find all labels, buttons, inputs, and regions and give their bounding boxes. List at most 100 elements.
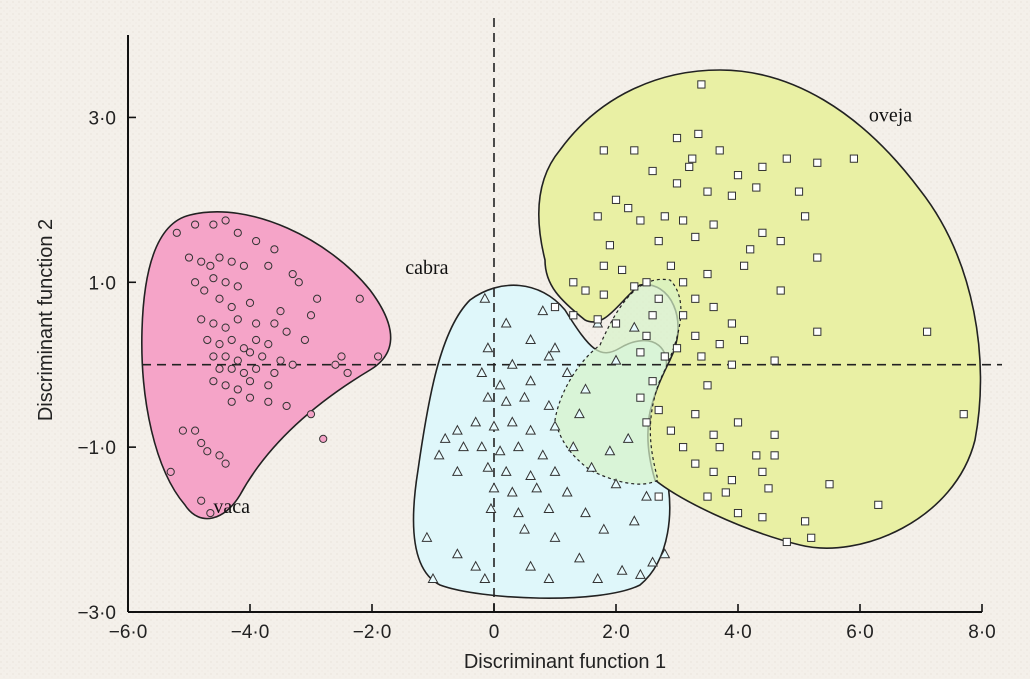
oveja-point: [636, 216, 645, 225]
oveja-point: [923, 327, 932, 336]
oveja-point: [813, 327, 822, 336]
vaca-point: [245, 348, 255, 357]
oveja-point: [727, 360, 736, 369]
x-tick-label: 0: [489, 622, 500, 643]
vaca-point: [270, 368, 279, 378]
oveja-point: [758, 513, 767, 522]
x-tick-label: −2·0: [353, 622, 392, 643]
cabra-point: [610, 478, 622, 489]
oveja-point: [782, 537, 791, 547]
cabra-point: [506, 486, 518, 497]
oveja-point: [807, 533, 816, 542]
oveja-point: [624, 204, 633, 213]
vaca-point: [197, 257, 206, 266]
cabra-point: [592, 572, 604, 584]
vaca-point: [197, 315, 206, 324]
group-label-vaca: vaca: [213, 496, 250, 518]
cabra-point: [482, 461, 494, 472]
oveja-point: [709, 467, 718, 476]
vaca-point: [221, 352, 230, 361]
cabra-point: [519, 391, 530, 402]
vaca-point: [245, 393, 255, 402]
cabra-point: [543, 350, 555, 361]
oveja-point: [636, 393, 645, 402]
vaca-point: [227, 257, 236, 266]
cabra-point: [519, 523, 530, 534]
vaca-point: [209, 377, 218, 386]
vaca-point: [300, 335, 309, 345]
cabra-point: [543, 572, 555, 584]
vaca-point: [288, 269, 297, 279]
cabra-point: [586, 461, 598, 472]
oveja-point: [770, 430, 779, 439]
cabra-point: [543, 399, 555, 410]
cabra-point: [567, 441, 579, 452]
vaca-point: [221, 216, 230, 225]
oveja-point: [733, 508, 743, 518]
oveja-point: [849, 154, 858, 163]
oveja-point: [654, 492, 663, 501]
cabra-point: [494, 379, 506, 390]
vaca-point: [306, 311, 316, 320]
vaca-point: [233, 282, 242, 291]
oveja-point: [715, 443, 724, 452]
vaca-point: [270, 245, 279, 254]
oveja-point: [569, 278, 578, 287]
cabra-point: [476, 441, 488, 452]
cabra-point: [451, 465, 463, 476]
cabra-point: [628, 321, 640, 332]
vaca-point: [252, 319, 261, 328]
oveja-point: [740, 261, 749, 270]
cabra-point: [512, 507, 524, 518]
oveja-point: [666, 426, 675, 435]
vaca-point: [227, 364, 236, 373]
vaca-point: [184, 253, 194, 262]
y-axis-label: Discriminant function 2: [35, 219, 57, 421]
vaca-point: [233, 315, 242, 324]
oveja-point: [697, 352, 706, 361]
oveja-point: [599, 146, 608, 155]
vaca-point: [233, 356, 242, 365]
vaca-point: [221, 323, 230, 332]
oveja-point: [697, 80, 706, 89]
cabra-point: [580, 383, 591, 394]
oveja-point: [752, 183, 761, 192]
oveja-point: [648, 311, 657, 320]
vaca-point: [166, 467, 175, 476]
vaca-point: [264, 340, 273, 349]
x-tick-label: 6·0: [846, 622, 873, 643]
vaca-points: [166, 216, 383, 518]
vaca-point: [191, 278, 200, 287]
cabra-point: [610, 354, 622, 365]
oveja-point: [703, 269, 712, 279]
cabra-point: [479, 292, 491, 303]
y-tick-label: 1·0: [89, 273, 116, 294]
vaca-point: [172, 228, 181, 237]
oveja-point: [654, 236, 663, 246]
cabra-point: [659, 548, 671, 559]
cabra-point: [604, 445, 616, 456]
oveja-point: [874, 500, 883, 509]
oveja-point: [691, 331, 700, 340]
cabra-point: [549, 465, 561, 476]
cabra-point: [561, 366, 573, 377]
data-points: [166, 80, 968, 584]
vaca-point: [252, 335, 261, 345]
axes: −6·0 −4·0 −2·0 0 2·0 4·0 6·0 8·0 3·0 1·0 −1·0 −3·0: [77, 35, 996, 643]
vaca-point: [191, 220, 200, 229]
oveja-point: [776, 286, 785, 295]
oveja-point: [691, 410, 700, 419]
cabra-point: [525, 560, 537, 571]
vaca-point: [258, 352, 267, 361]
cabra-point: [494, 445, 506, 456]
cabra-point: [500, 395, 512, 406]
cabra-points: [421, 292, 671, 584]
oveja-point: [672, 179, 682, 188]
vaca-point: [245, 298, 255, 307]
vaca-point: [227, 335, 236, 345]
oveja-point: [679, 278, 688, 287]
oveja-point: [691, 459, 700, 468]
vaca-point: [355, 294, 364, 303]
vaca-point: [313, 294, 322, 303]
cabra-point: [573, 408, 585, 419]
